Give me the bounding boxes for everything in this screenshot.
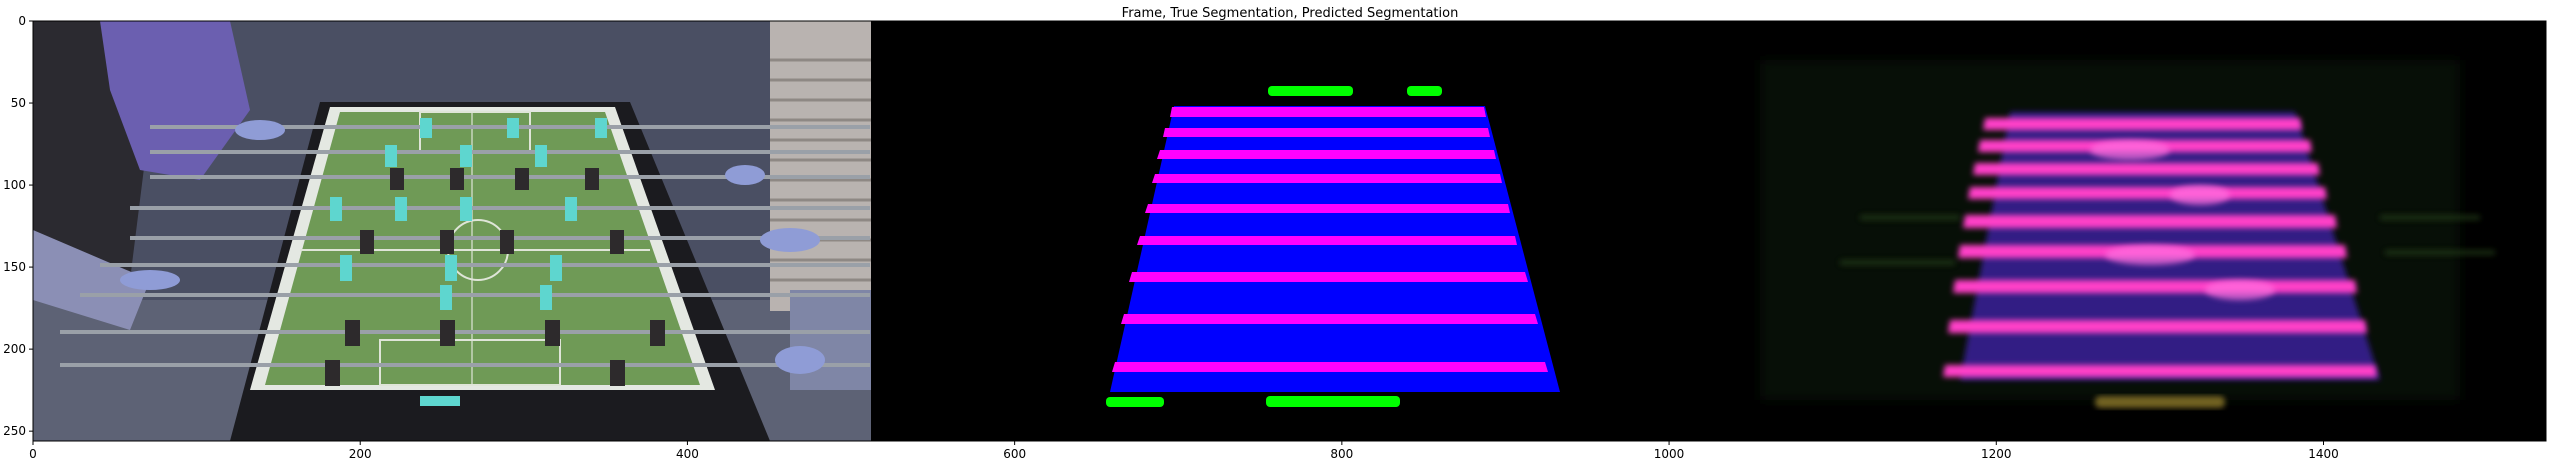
figure-title: Frame, True Segmentation, Predicted Segm… [1122, 6, 1459, 21]
x-axis: 0 200 400 600 800 1000 1200 1400 [29, 441, 2339, 461]
y-tick-label: 0 [18, 14, 26, 28]
true-segmentation-panel [871, 21, 1709, 441]
x-tick-label: 400 [676, 447, 699, 461]
predicted-segmentation-panel [1709, 21, 2546, 441]
y-tick-label: 100 [3, 178, 26, 192]
y-tick-label: 50 [11, 96, 26, 110]
y-tick-label: 150 [3, 260, 26, 274]
x-tick-label: 800 [1330, 447, 1353, 461]
x-tick-label: 0 [29, 447, 37, 461]
plot-area [32, 20, 2547, 442]
y-tick-label: 250 [3, 424, 26, 438]
y-tick-label: 200 [3, 342, 26, 356]
y-axis: 0 50 100 150 200 250 [3, 14, 33, 438]
x-tick-label: 600 [1003, 447, 1026, 461]
x-tick-label: 1000 [1654, 447, 1685, 461]
x-tick-label: 1200 [1981, 447, 2012, 461]
x-tick-label: 200 [349, 447, 372, 461]
frame-panel [33, 21, 871, 441]
x-tick-label: 1400 [2308, 447, 2339, 461]
